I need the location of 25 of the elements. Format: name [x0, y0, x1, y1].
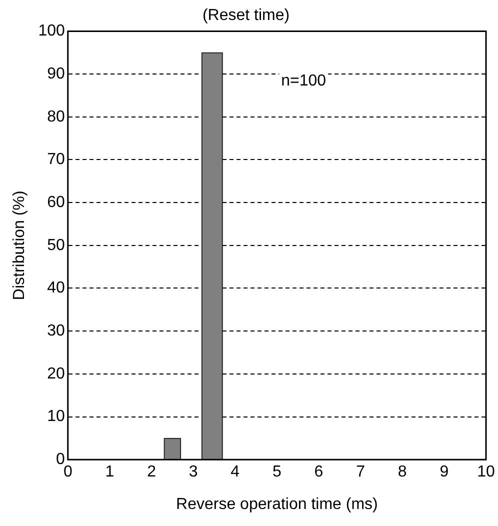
x-tick-label: 1 — [105, 464, 114, 481]
x-tick-label: 2 — [147, 464, 156, 481]
y-tick-label: 80 — [47, 108, 65, 126]
x-tick-label: 6 — [314, 464, 324, 481]
y-tick-label: 40 — [47, 280, 65, 297]
y-tick-label: 100 — [38, 22, 65, 40]
chart-title: (Reset time) — [202, 7, 290, 24]
y-tick-label: 30 — [47, 322, 65, 340]
y-tick-label: 0 — [56, 451, 65, 468]
y-tick-label: 70 — [47, 151, 65, 168]
y-tick-label: 10 — [47, 408, 65, 426]
x-tick-label: 5 — [272, 464, 282, 481]
y-axis-title: Distribution (%) — [11, 190, 28, 300]
x-tick-label: 9 — [440, 464, 449, 481]
x-tick-label: 4 — [230, 464, 240, 481]
x-tick-label: 3 — [188, 464, 198, 481]
x-tick-label: 8 — [398, 464, 407, 481]
y-tick-label: 60 — [47, 194, 65, 211]
y-tick-label: 90 — [47, 65, 65, 82]
x-axis-title: Reverse operation time (ms) — [176, 496, 378, 513]
x-tick-label: 7 — [356, 464, 366, 481]
y-tick-label: 20 — [47, 365, 65, 382]
y-tick-label: 50 — [47, 236, 65, 254]
annotation: n=100 — [281, 72, 326, 90]
x-tick-label: 10 — [477, 464, 495, 481]
